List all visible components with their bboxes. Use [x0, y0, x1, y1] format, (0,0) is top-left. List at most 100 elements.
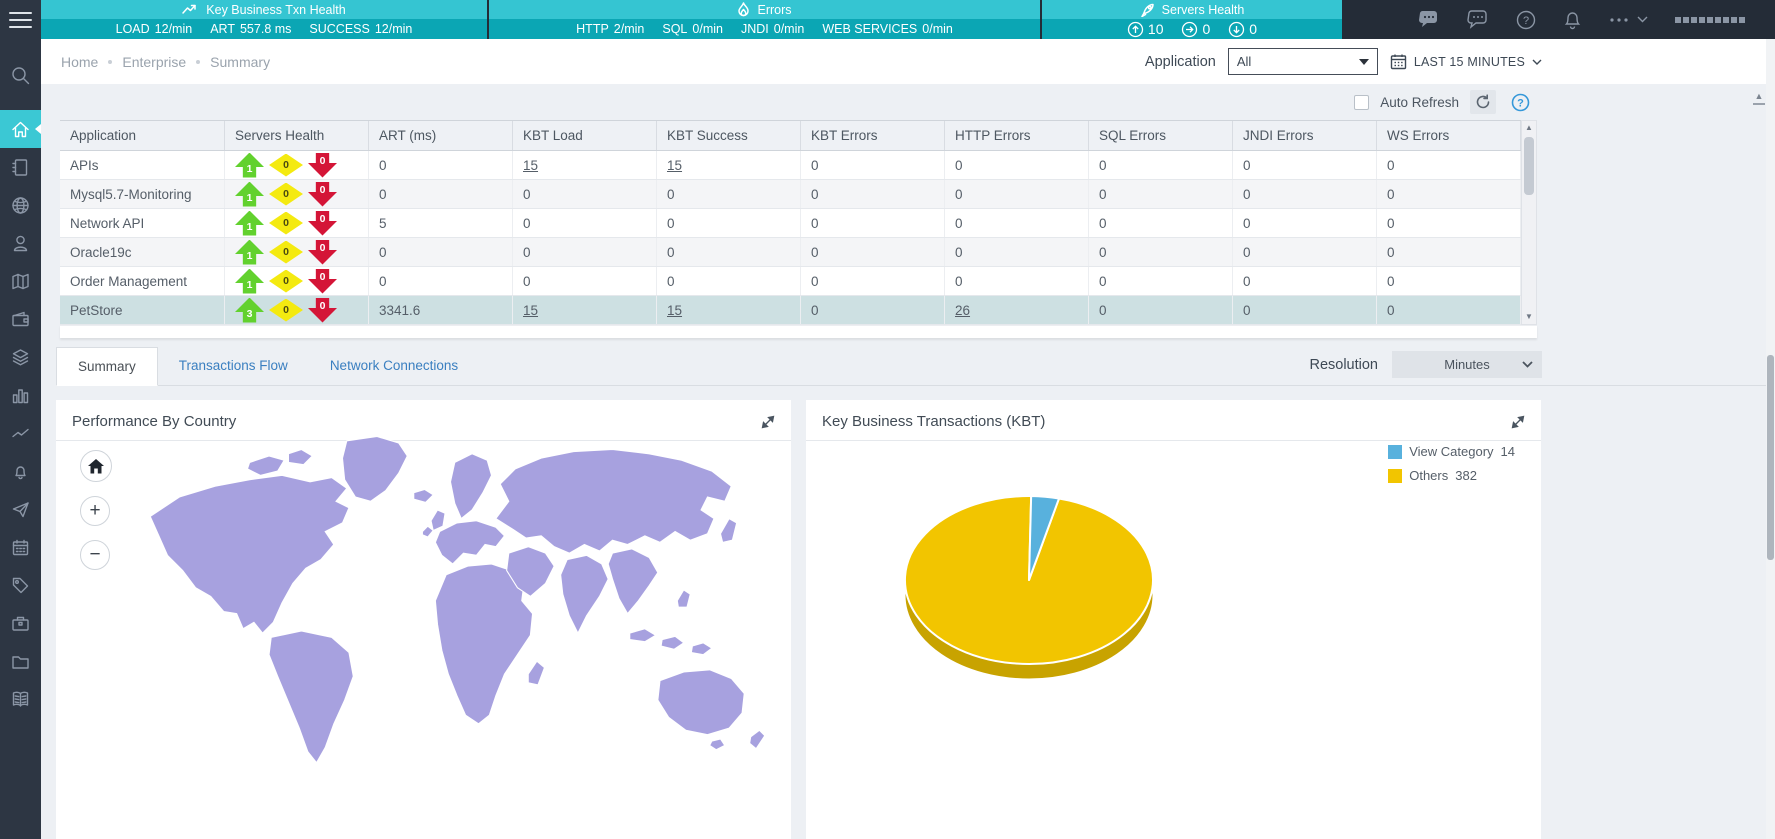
sidebar-item-notebook[interactable] — [0, 148, 41, 186]
col-art[interactable]: ART (ms) — [369, 121, 513, 150]
panel-title: Key Business Transactions (KBT) — [822, 413, 1045, 430]
scroll-down-arrow[interactable]: ▼ — [1525, 310, 1533, 324]
col-ws-errors[interactable]: WS Errors — [1377, 121, 1521, 150]
sidebar-item-search[interactable] — [0, 56, 41, 94]
sidebar-item-map[interactable] — [0, 262, 41, 300]
breadcrumb: Home Enterprise Summary — [61, 54, 270, 70]
kbt-load-link[interactable]: 15 — [523, 303, 538, 318]
col-kbt-errors[interactable]: KBT Errors — [801, 121, 945, 150]
circle-arrow-up-icon — [1127, 21, 1144, 38]
auto-refresh-checkbox[interactable] — [1354, 95, 1369, 110]
kbt-load-link[interactable]: 15 — [523, 158, 538, 173]
breadcrumb-separator — [196, 60, 200, 64]
sidebar-item-alerts[interactable] — [0, 452, 41, 490]
sidebar-item-folder[interactable] — [0, 642, 41, 680]
refresh-button[interactable] — [1470, 90, 1496, 114]
col-http-errors[interactable]: HTTP Errors — [945, 121, 1089, 150]
table-help-button[interactable]: ? — [1507, 90, 1533, 114]
time-range-picker[interactable]: LAST 15 MINUTES — [1390, 53, 1542, 70]
scroll-up-arrow[interactable]: ▲ — [1525, 121, 1533, 135]
resolution-select[interactable]: Minutes — [1392, 351, 1542, 378]
world-map[interactable] — [120, 430, 768, 780]
sidebar-item-tag[interactable] — [0, 566, 41, 604]
http-metric: HTTP2/min — [576, 22, 644, 36]
application-select[interactable]: All — [1228, 48, 1378, 75]
sidebar-item-user[interactable] — [0, 224, 41, 262]
errors-section[interactable]: Errors HTTP2/min SQL0/min JNDI0/min WEB … — [489, 0, 1040, 39]
sidebar-item-wallet[interactable] — [0, 300, 41, 338]
col-sql-errors[interactable]: SQL Errors — [1089, 121, 1233, 150]
window-scrollbar-thumb[interactable] — [1767, 355, 1774, 560]
sidebar-item-reports[interactable] — [0, 680, 41, 718]
trend-icon — [182, 3, 199, 16]
table-row[interactable]: Network API 1 0 0 5 0 0 0 0 0 0 0 — [60, 209, 1521, 238]
folder-icon — [10, 651, 31, 672]
sidebar-item-calendar[interactable] — [0, 528, 41, 566]
breadcrumb-home[interactable]: Home — [61, 54, 98, 70]
active-item-marker — [35, 124, 41, 134]
content-scroll-up-button[interactable]: ▲ — [1753, 92, 1765, 105]
notifications-bell-icon[interactable] — [1563, 9, 1582, 30]
expand-icon[interactable] — [761, 415, 775, 429]
applications-table-zone: Application Servers Health ART (ms) KBT … — [60, 120, 1775, 325]
expand-icon[interactable] — [1511, 415, 1525, 429]
rocket-icon — [1140, 2, 1155, 17]
health-stable-badge: 0 — [269, 241, 303, 264]
topbar: Key Business Txn Health LOAD12/min ART55… — [41, 0, 1775, 39]
tab-transactions-flow[interactable]: Transactions Flow — [158, 346, 309, 385]
sidebar-item-briefcase[interactable] — [0, 604, 41, 642]
breadcrumb-separator — [108, 60, 112, 64]
tab-summary[interactable]: Summary — [56, 347, 158, 386]
map-zoom-out-button[interactable]: − — [80, 540, 110, 570]
tab-network-connections[interactable]: Network Connections — [309, 346, 479, 385]
sidebar-item-globe[interactable] — [0, 186, 41, 224]
select-caret-icon — [1359, 59, 1369, 65]
legend-item[interactable]: View Category 14 — [1388, 444, 1515, 459]
http-errors-link[interactable]: 26 — [955, 303, 970, 318]
home-icon — [10, 119, 31, 140]
chat-filled-icon[interactable] — [1418, 10, 1440, 29]
sidebar-item-trend[interactable] — [0, 414, 41, 452]
window-scrollbar[interactable] — [1766, 0, 1775, 839]
help-icon[interactable]: ? — [1516, 10, 1536, 30]
col-kbt-success[interactable]: KBT Success — [657, 121, 801, 150]
sql-metric: SQL0/min — [662, 22, 723, 36]
kbt-health-section[interactable]: Key Business Txn Health LOAD12/min ART55… — [41, 0, 487, 39]
table-row[interactable]: APIs 1 0 0 0 15 15 0 0 0 0 0 — [60, 151, 1521, 180]
table-row[interactable]: Oracle19c 1 0 0 0 0 0 0 0 0 0 0 — [60, 238, 1521, 267]
sidebar-item-send[interactable] — [0, 490, 41, 528]
scrollbar-thumb[interactable] — [1524, 137, 1534, 195]
legend-item[interactable]: Others 382 — [1388, 468, 1515, 483]
chevron-down-icon — [1637, 16, 1648, 23]
col-jndi-errors[interactable]: JNDI Errors — [1233, 121, 1377, 150]
table-vertical-scrollbar[interactable]: ▲ ▼ — [1521, 120, 1537, 325]
user-icon — [10, 233, 31, 254]
map-home-button[interactable] — [80, 450, 112, 482]
kbt-success-link[interactable]: 15 — [667, 303, 682, 318]
sidebar-nav — [0, 39, 41, 718]
globe-icon — [10, 195, 31, 216]
menu-icon[interactable] — [0, 0, 41, 39]
apps-grid-icon[interactable] — [1675, 17, 1745, 23]
chat-outline-icon[interactable] — [1467, 10, 1489, 29]
more-menu-icon[interactable] — [1609, 16, 1648, 23]
sidebar-item-layers[interactable] — [0, 338, 41, 376]
table-row[interactable]: Mysql5.7-Monitoring 1 0 0 0 0 0 0 0 0 0 — [60, 180, 1521, 209]
breadcrumb-summary[interactable]: Summary — [210, 54, 270, 70]
sidebar-item-bar-chart[interactable] — [0, 376, 41, 414]
table-horizontal-scrollbar[interactable] — [60, 325, 1537, 338]
col-application[interactable]: Application — [60, 121, 225, 150]
table-row-selected[interactable]: PetStore 3 0 0 3341.6 15 15 0 26 0 0 — [60, 296, 1521, 325]
servers-health-section[interactable]: Servers Health 10 0 0 — [1042, 0, 1342, 39]
panel-title: Performance By Country — [72, 413, 236, 430]
sidebar-item-home[interactable] — [0, 110, 41, 148]
kbt-pie-chart[interactable] — [806, 440, 1541, 839]
circle-arrow-right-icon — [1181, 21, 1198, 38]
map-zoom-in-button[interactable]: + — [80, 496, 110, 526]
kbt-success-link[interactable]: 15 — [667, 158, 682, 173]
col-servers-health[interactable]: Servers Health — [225, 121, 369, 150]
col-kbt-load[interactable]: KBT Load — [513, 121, 657, 150]
table-row[interactable]: Order Management 1 0 0 0 0 0 0 0 0 0 — [60, 267, 1521, 296]
breadcrumb-enterprise[interactable]: Enterprise — [122, 54, 186, 70]
webservices-metric: WEB SERVICES0/min — [822, 22, 953, 36]
